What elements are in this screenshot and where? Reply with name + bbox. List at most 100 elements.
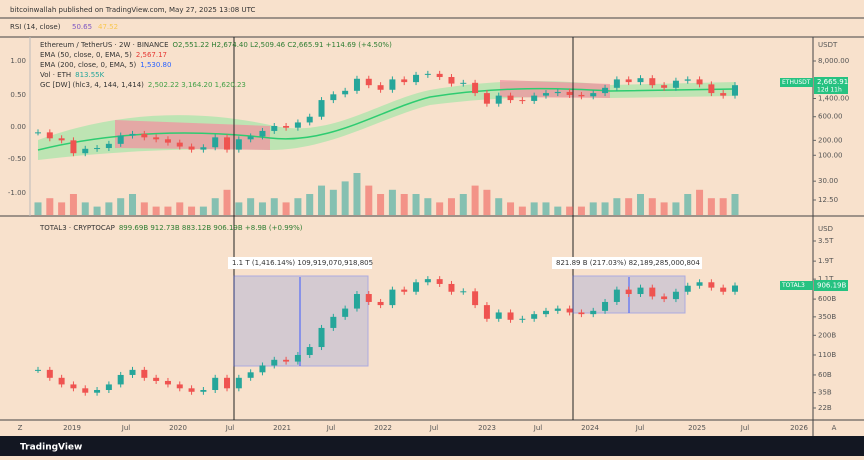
candle [613,79,620,88]
volume-bar [483,189,491,215]
annotation: 821.89 B (217.03%) 82,189,285,000,804 [556,259,700,267]
candle [672,291,679,300]
axis-unit: USDT [818,41,838,49]
candle [224,377,231,389]
volume-bar [247,198,255,215]
candle [46,132,53,139]
price-axis-label: 60B [818,371,832,379]
candle [696,79,703,85]
publisher-line: bitcoinwallah published on TradingView.c… [10,6,255,14]
candle [365,294,372,302]
legend-label: EMA (200, close, 0, EMA, 5) [40,61,137,69]
candle [35,132,41,134]
volume-bar [258,202,266,215]
volume-bar [660,202,668,215]
volume-bar [530,202,538,215]
volume-bar [270,198,278,215]
volume-bar [164,206,172,215]
volume-bar [625,198,633,215]
candle [330,316,337,328]
price-axis-label: 600.00 [818,113,843,121]
legend-label: EMA (50, close, 0, EMA, 5) [40,51,132,59]
candle [318,327,325,348]
price-tag-bg [780,78,813,87]
volume-bar [329,189,337,215]
candle [330,94,337,101]
time-axis-label: Jul [533,424,543,432]
footer-logo[interactable]: TradingView [20,443,82,453]
candle [94,389,101,393]
candle [507,312,514,320]
candle [94,148,101,150]
candle [554,308,561,311]
volume-bar [176,202,184,215]
candle [294,122,301,128]
legend-value: 813.55K [75,71,104,79]
volume-bar [188,206,196,215]
volume-bar [117,198,125,215]
price-axis-label: 8,000.00 [818,57,849,65]
candle [708,282,715,288]
candle [117,135,124,144]
candle [365,78,372,86]
left-axis-label: 0.50 [10,91,26,99]
price-axis-label: 200.00 [818,136,843,144]
volume-bar [306,194,314,215]
candle [424,73,431,75]
time-axis-label: Jul [121,424,131,432]
candle [472,82,479,94]
candle [141,369,148,378]
candle [212,137,219,148]
volume-bar [377,194,385,215]
candle [684,79,691,81]
candle [342,308,349,317]
annotation: 1.1 T (1,416.14%) 109,919,070,918,805 [232,259,373,267]
time-axis-label: A [832,424,837,432]
candle [153,137,160,140]
volume-bar [69,194,77,215]
candle [436,279,443,284]
candle [684,285,691,292]
gc-midline [37,87,736,151]
volume-bar [648,198,656,215]
candle [602,301,609,311]
price-axis-label: 22B [818,404,832,412]
candle [732,85,738,96]
volume-bar [719,198,727,215]
candle [413,282,420,292]
volume-bar [731,194,739,215]
volume-bar [318,185,326,215]
candle [224,137,231,150]
price-axis-label: 12.50 [818,196,838,204]
volume-bar [341,181,349,215]
candle [259,130,266,137]
volume-bar [424,198,432,215]
candle [625,79,632,83]
legend-value: 899.69B 912.73B 883.12B 906.19B +8.9B (+… [119,224,303,232]
left-axis-label: -0.50 [8,155,26,163]
candle [271,359,278,366]
rsi-value: 50.65 [72,23,92,31]
volume-bar [46,198,54,215]
measure-box [233,275,369,367]
volume-bar [696,189,704,215]
candle [495,95,502,104]
candle [212,377,219,390]
candle [649,78,656,86]
candle [353,78,360,91]
volume-bar [400,194,408,215]
candle [283,359,290,362]
candle [732,285,738,292]
candle [342,90,349,95]
time-axis-label: 2020 [169,424,187,432]
candle [602,87,609,94]
price-axis-label: 3.5T [818,237,834,245]
candle [70,140,77,154]
time-axis-label: Jul [326,424,336,432]
candle [578,312,585,315]
candle [318,100,325,117]
candle [129,369,136,375]
price-label: 2,665.91 [817,78,848,86]
time-axis-label: 2021 [273,424,291,432]
gc-band-red [115,80,610,150]
